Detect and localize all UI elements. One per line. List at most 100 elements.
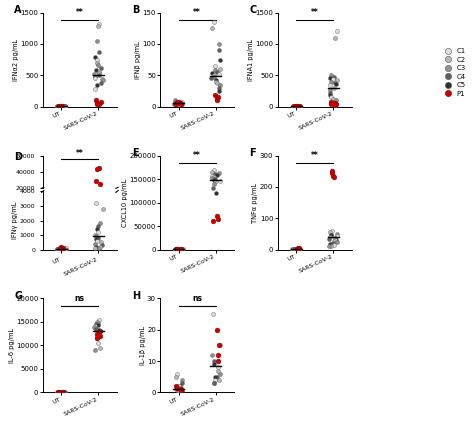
Point [173,99,181,106]
Point [94,322,101,329]
Point [93,200,101,207]
Point [91,73,99,80]
Text: H: H [132,291,140,301]
Point [296,103,304,110]
Point [59,200,66,207]
Text: **: ** [311,8,319,17]
Point [56,200,64,207]
Point [293,246,301,252]
Point [177,387,184,393]
Point [329,173,337,179]
Point [294,245,302,252]
Point [292,103,300,110]
Point [99,198,107,205]
Point [175,246,182,253]
Text: B: B [132,5,139,15]
Point [60,389,68,396]
Point [293,246,301,253]
Point [96,181,103,187]
Text: C: C [249,5,256,15]
Point [175,383,183,390]
Point [96,100,103,107]
Point [210,19,218,25]
Text: A: A [14,5,22,15]
Point [62,103,69,110]
Point [289,246,296,253]
Point [91,324,99,331]
Y-axis label: IFNβ pg/mL: IFNβ pg/mL [135,41,141,78]
Point [216,88,223,95]
Point [55,103,62,110]
Point [57,246,64,252]
Point [177,245,185,252]
Point [93,166,100,173]
Point [212,77,220,84]
Point [177,246,185,252]
Point [172,246,180,253]
Point [328,231,335,238]
Point [54,246,61,253]
Point [97,65,105,71]
Point [327,241,334,247]
Point [58,389,66,395]
Point [59,245,67,252]
Point [216,71,223,78]
Point [333,230,341,237]
Point [57,103,65,110]
Point [330,241,337,248]
Point [213,326,220,333]
Point [55,389,63,395]
Point [333,77,340,84]
Point [213,373,220,380]
Point [55,103,63,110]
Point [330,238,337,244]
Point [95,327,102,334]
Point [59,246,66,253]
Point [97,79,105,86]
Point [94,200,102,207]
Point [333,81,340,87]
Point [209,169,216,176]
Point [59,388,67,395]
Point [327,229,334,236]
Point [94,199,101,206]
Point [174,246,182,253]
Point [93,38,100,44]
Point [61,389,69,395]
Point [57,200,64,207]
Y-axis label: IL-1β pg/mL: IL-1β pg/mL [139,326,146,365]
Point [333,236,340,243]
Text: **: ** [193,8,201,17]
Point [93,82,100,89]
Point [174,99,182,106]
Text: F: F [249,148,256,158]
Point [328,232,335,239]
Point [54,200,61,207]
Point [327,94,334,100]
Point [58,246,66,253]
Point [54,246,61,252]
Point [173,99,181,106]
Point [57,200,65,207]
Point [208,70,216,76]
Point [178,100,186,107]
Point [54,103,61,110]
Point [96,49,103,56]
Text: E: E [132,148,138,158]
Point [326,74,334,81]
Point [175,98,182,105]
Text: **: ** [76,149,84,158]
Point [93,335,101,342]
Point [328,168,336,175]
Point [173,246,180,252]
Point [96,72,103,79]
Point [216,376,223,383]
Point [214,94,222,100]
Point [174,246,182,253]
Point [91,322,99,329]
Point [94,62,102,69]
Point [295,103,303,109]
Point [59,200,66,207]
Point [210,72,218,79]
Point [210,166,218,173]
